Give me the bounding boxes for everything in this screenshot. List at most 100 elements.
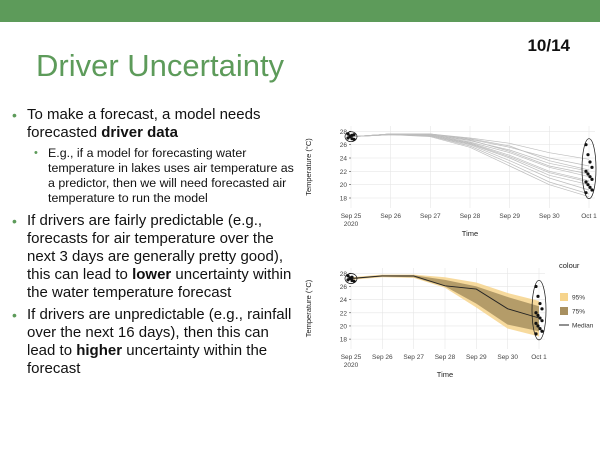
y-axis-label: Temperature (°C) bbox=[304, 279, 313, 337]
end-point bbox=[584, 180, 588, 184]
end-point bbox=[584, 191, 588, 195]
start-point bbox=[350, 278, 354, 283]
end-point bbox=[536, 313, 540, 318]
x-tick-label: Sep 26 bbox=[372, 354, 393, 361]
bullet-bold-text: driver data bbox=[101, 124, 178, 141]
bullet-text: To make a forecast, a model needs foreca… bbox=[27, 106, 261, 141]
x-tick-label: Oct 1 bbox=[531, 354, 547, 361]
end-ellipse bbox=[581, 138, 597, 200]
y-tick-label: 22 bbox=[340, 310, 348, 317]
y-tick-label: 20 bbox=[340, 323, 348, 330]
bullet-dot-icon: • bbox=[12, 107, 17, 123]
bullet-item: • To make a forecast, a model needs fore… bbox=[12, 106, 297, 142]
bullet-list: • To make a forecast, a model needs fore… bbox=[12, 106, 297, 382]
end-point bbox=[586, 153, 590, 157]
end-ellipse bbox=[531, 280, 547, 341]
x-tick-label: Sep 30 bbox=[539, 213, 560, 220]
start-point bbox=[348, 134, 352, 138]
end-point bbox=[588, 175, 592, 179]
end-point bbox=[538, 326, 542, 331]
y-tick-label: 26 bbox=[340, 284, 348, 291]
start-point bbox=[352, 133, 356, 137]
end-point bbox=[534, 311, 538, 315]
end-point bbox=[540, 307, 544, 311]
end-point bbox=[588, 160, 592, 164]
x-tick-label: Sep 27 bbox=[403, 354, 424, 361]
x-axis-label: Time bbox=[462, 229, 478, 238]
bullet-dot-icon: • bbox=[12, 213, 17, 229]
y-tick-label: 20 bbox=[340, 182, 348, 189]
sub-bullet-item: • E.g., if a model for forecasting water… bbox=[30, 146, 297, 206]
end-point bbox=[588, 185, 592, 189]
x-tick-label: Sep 27 bbox=[420, 213, 441, 220]
bullet-dot-icon: • bbox=[12, 307, 17, 323]
legend-label: 75% bbox=[572, 309, 585, 316]
slide-number: 10/14 bbox=[527, 36, 570, 55]
y-tick-label: 26 bbox=[340, 142, 348, 149]
end-point bbox=[590, 188, 594, 192]
top-accent-bar bbox=[0, 0, 600, 22]
slide-title: Driver Uncertainty bbox=[36, 48, 285, 83]
ensemble-member-line bbox=[350, 133, 590, 175]
start-point bbox=[348, 276, 352, 280]
bullet-text: If drivers are fairly predictable (e.g.,… bbox=[27, 212, 283, 283]
bullet-text: If drivers are unpredictable (e.g., rain… bbox=[27, 306, 292, 359]
x-axis-label: Time bbox=[437, 370, 453, 379]
end-point bbox=[534, 321, 538, 325]
bullet-bold-text: lower bbox=[132, 266, 172, 283]
x-year-label: 2020 bbox=[344, 221, 359, 228]
end-point bbox=[534, 284, 538, 289]
y-tick-label: 22 bbox=[340, 169, 348, 176]
end-point bbox=[536, 324, 540, 328]
start-ellipse bbox=[344, 273, 358, 284]
end-point bbox=[590, 165, 594, 169]
end-point bbox=[540, 329, 544, 333]
x-tick-label: Sep 28 bbox=[435, 354, 456, 361]
ensemble-forecast-chart: 18 20 22 24 26 28 Sep 25 Sep 26 Sep 27 Sep 28 Sep … bbox=[304, 126, 597, 238]
x-tick-label: Sep 25 bbox=[341, 213, 362, 220]
sub-bullet-text: E.g., if a model for forecasting water t… bbox=[48, 146, 294, 205]
x-year-label: 2020 bbox=[344, 362, 359, 369]
bullet-bold-text: higher bbox=[76, 342, 123, 359]
y-tick-label: 18 bbox=[340, 337, 348, 344]
end-point bbox=[534, 332, 538, 336]
x-tick-label: Sep 25 bbox=[341, 354, 362, 361]
y-tick-label: 28 bbox=[340, 129, 348, 136]
x-tick-label: Sep 30 bbox=[497, 354, 518, 361]
y-axis-label: Temperature (°C) bbox=[304, 138, 313, 196]
legend-swatch bbox=[560, 307, 568, 315]
median-line bbox=[350, 275, 540, 319]
start-point bbox=[346, 132, 350, 136]
y-tick-label: 24 bbox=[340, 297, 348, 304]
end-point bbox=[584, 169, 588, 173]
legend-swatch bbox=[560, 293, 568, 301]
x-tick-label: Sep 29 bbox=[466, 354, 487, 361]
end-point bbox=[584, 143, 588, 147]
end-point bbox=[538, 316, 542, 320]
end-point bbox=[538, 301, 542, 306]
end-point bbox=[586, 172, 590, 176]
bullet-dot-icon: • bbox=[34, 147, 38, 159]
x-tick-label: Oct 1 bbox=[581, 213, 597, 220]
bullet-text-tail: uncertainty within the water temperature… bbox=[27, 266, 292, 301]
confidence-interval-chart: 18 20 22 24 26 28 Sep 25 Sep 26 Sep 27 Sep 28 Sep … bbox=[304, 261, 594, 379]
bullet-item: • If drivers are unpredictable (e.g., ra… bbox=[12, 306, 297, 378]
bullet-text-tail: uncertainty within the forecast bbox=[27, 342, 268, 377]
y-tick-label: 18 bbox=[340, 196, 348, 203]
ensemble-member-line bbox=[350, 134, 590, 183]
x-tick-label: Sep 29 bbox=[499, 213, 520, 220]
x-tick-label: Sep 26 bbox=[380, 213, 401, 220]
end-point bbox=[536, 294, 540, 298]
start-point bbox=[346, 274, 350, 278]
start-ellipse bbox=[344, 131, 358, 143]
legend-title: colour bbox=[559, 261, 580, 270]
interval-band-75pct bbox=[351, 275, 539, 332]
interval-band-95pct bbox=[351, 274, 539, 337]
end-point bbox=[586, 183, 590, 187]
start-point bbox=[350, 137, 354, 141]
y-tick-label: 24 bbox=[340, 156, 348, 163]
legend-label: Median bbox=[572, 323, 594, 330]
end-point bbox=[590, 177, 594, 181]
legend-label: 95% bbox=[572, 295, 585, 302]
end-point bbox=[540, 319, 544, 323]
